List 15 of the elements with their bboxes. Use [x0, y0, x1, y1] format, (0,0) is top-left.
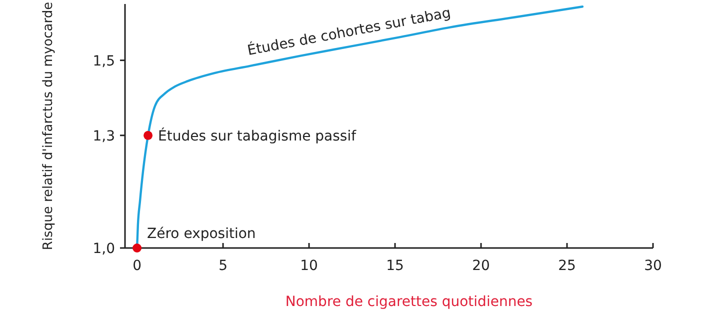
x-tick-label: 15	[386, 258, 404, 274]
annotation: Études sur tabagisme passif	[158, 127, 358, 144]
y-axis-title: Risque relatif d'infarctus du myocarde	[41, 2, 56, 250]
annotation: Études de cohortes sur tabag	[246, 4, 452, 60]
y-tick-label: 1,0	[92, 241, 115, 257]
x-axis-title: Nombre de cigarettes quotidiennes	[285, 294, 533, 310]
x-tick-label: 30	[644, 258, 662, 274]
y-tick-label: 1,3	[92, 128, 115, 144]
x-tick-label: 10	[300, 258, 318, 274]
x-tick-label: 20	[472, 258, 490, 274]
annotation: Zéro exposition	[147, 226, 256, 242]
y-tick-label: 1,5	[92, 53, 115, 70]
x-tick-label: 0	[132, 258, 142, 274]
x-tick-label: 25	[558, 258, 576, 274]
x-tick-label: 5	[218, 258, 228, 274]
